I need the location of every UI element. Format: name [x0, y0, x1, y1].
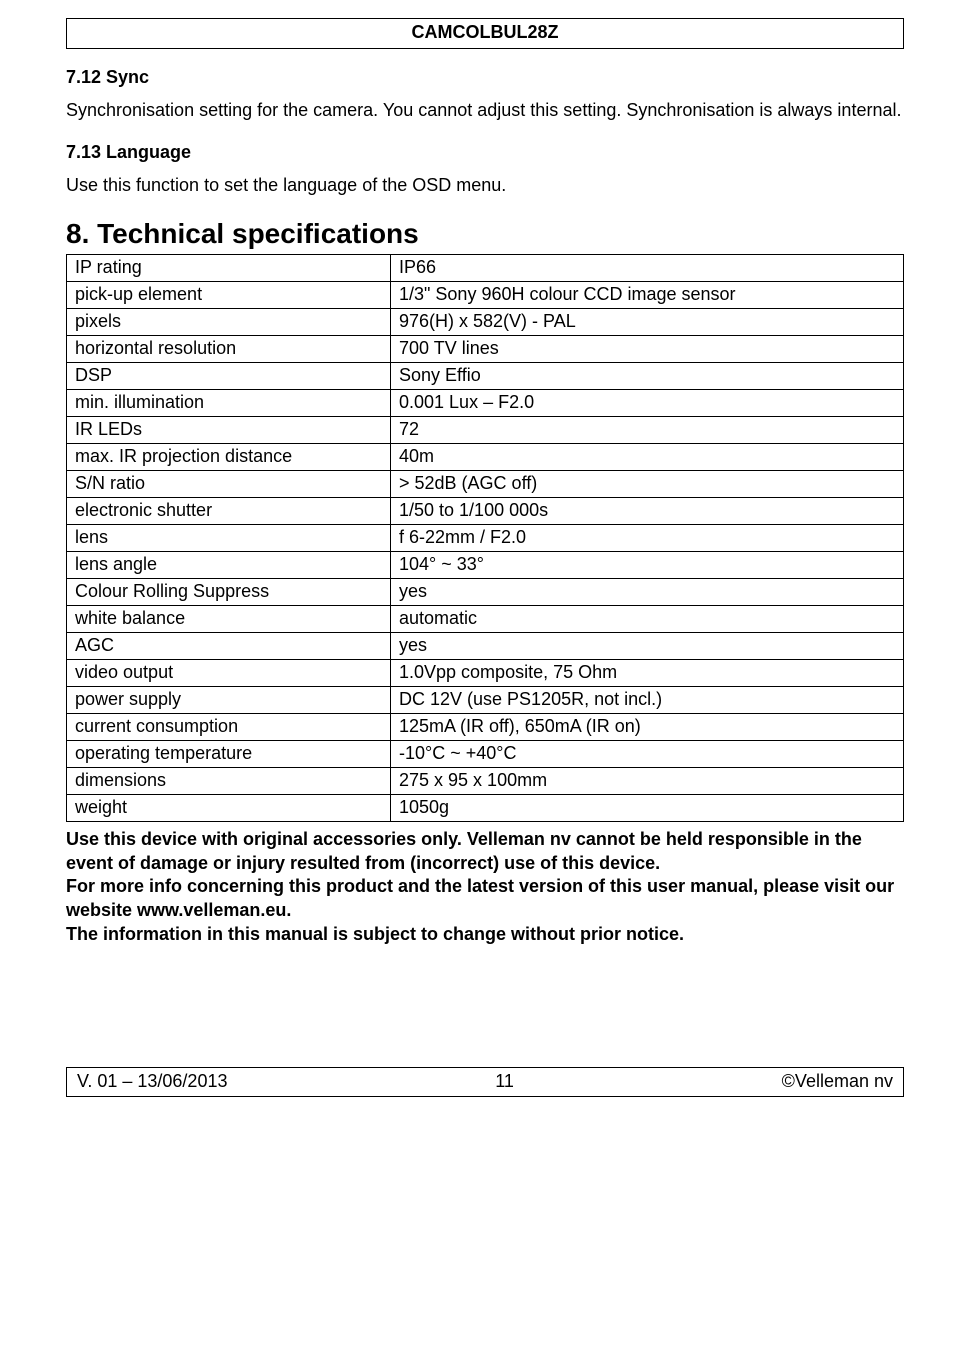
spec-value: 1050g [391, 794, 904, 821]
spec-key: pixels [67, 308, 391, 335]
spec-key: dimensions [67, 767, 391, 794]
spec-key: Colour Rolling Suppress [67, 578, 391, 605]
spec-key: min. illumination [67, 389, 391, 416]
spec-value: 275 x 95 x 100mm [391, 767, 904, 794]
spec-key: pick-up element [67, 281, 391, 308]
table-row: S/N ratio> 52dB (AGC off) [67, 470, 904, 497]
spec-value: automatic [391, 605, 904, 632]
header-title: CAMCOLBUL28Z [77, 22, 893, 43]
spec-value: yes [391, 578, 904, 605]
spec-key: weight [67, 794, 391, 821]
spec-key: IP rating [67, 254, 391, 281]
table-row: weight1050g [67, 794, 904, 821]
spec-value: 72 [391, 416, 904, 443]
spec-key: power supply [67, 686, 391, 713]
spec-key: video output [67, 659, 391, 686]
table-row: IR LEDs72 [67, 416, 904, 443]
table-row: max. IR projection distance40m [67, 443, 904, 470]
spec-key: DSP [67, 362, 391, 389]
spec-value: 1/3" Sony 960H colour CCD image sensor [391, 281, 904, 308]
spec-value: 40m [391, 443, 904, 470]
table-row: horizontal resolution700 TV lines [67, 335, 904, 362]
table-row: DSPSony Effio [67, 362, 904, 389]
spec-value: 104° ~ 33° [391, 551, 904, 578]
spec-value: yes [391, 632, 904, 659]
table-row: dimensions275 x 95 x 100mm [67, 767, 904, 794]
spec-key: horizontal resolution [67, 335, 391, 362]
table-row: white balanceautomatic [67, 605, 904, 632]
spec-value: 125mA (IR off), 650mA (IR on) [391, 713, 904, 740]
spec-key: max. IR projection distance [67, 443, 391, 470]
spec-value: 1.0Vpp composite, 75 Ohm [391, 659, 904, 686]
spec-key: IR LEDs [67, 416, 391, 443]
specs-table: IP ratingIP66pick-up element1/3" Sony 96… [66, 254, 904, 822]
spec-key: electronic shutter [67, 497, 391, 524]
note-line: Use this device with original accessorie… [66, 829, 862, 873]
spec-key: current consumption [67, 713, 391, 740]
spec-value: > 52dB (AGC off) [391, 470, 904, 497]
note-line: For more info concerning this product an… [66, 876, 894, 920]
spec-value: Sony Effio [391, 362, 904, 389]
note-line: The information in this manual is subjec… [66, 924, 684, 944]
spec-key: lens [67, 524, 391, 551]
table-row: electronic shutter1/50 to 1/100 000s [67, 497, 904, 524]
table-row: pick-up element1/3" Sony 960H colour CCD… [67, 281, 904, 308]
spec-value: f 6-22mm / F2.0 [391, 524, 904, 551]
spec-key: white balance [67, 605, 391, 632]
spec-value: IP66 [391, 254, 904, 281]
spec-value: 976(H) x 582(V) - PAL [391, 308, 904, 335]
table-row: video output1.0Vpp composite, 75 Ohm [67, 659, 904, 686]
spec-value: 1/50 to 1/100 000s [391, 497, 904, 524]
spec-value: 700 TV lines [391, 335, 904, 362]
spec-value: DC 12V (use PS1205R, not incl.) [391, 686, 904, 713]
page-content: CAMCOLBUL28Z 7.12 Sync Synchronisation s… [0, 0, 954, 967]
specs-table-body: IP ratingIP66pick-up element1/3" Sony 96… [67, 254, 904, 821]
spec-key: AGC [67, 632, 391, 659]
spec-value: 0.001 Lux – F2.0 [391, 389, 904, 416]
footer-center: 11 [495, 1071, 514, 1092]
spec-key: operating temperature [67, 740, 391, 767]
table-row: IP ratingIP66 [67, 254, 904, 281]
table-row: min. illumination0.001 Lux – F2.0 [67, 389, 904, 416]
table-row: Colour Rolling Suppressyes [67, 578, 904, 605]
header-title-box: CAMCOLBUL28Z [66, 18, 904, 49]
section-sync-heading: 7.12 Sync [66, 67, 904, 88]
table-row: lensf 6-22mm / F2.0 [67, 524, 904, 551]
page-footer: V. 01 – 13/06/2013 11 ©Velleman nv [66, 1067, 904, 1097]
table-row: current consumption125mA (IR off), 650mA… [67, 713, 904, 740]
table-row: operating temperature-10°C ~ +40°C [67, 740, 904, 767]
spec-key: S/N ratio [67, 470, 391, 497]
table-row: lens angle104° ~ 33° [67, 551, 904, 578]
spec-value: -10°C ~ +40°C [391, 740, 904, 767]
spec-key: lens angle [67, 551, 391, 578]
section-sync-body: Synchronisation setting for the camera. … [66, 98, 904, 122]
section-language-body: Use this function to set the language of… [66, 173, 904, 197]
footer-left: V. 01 – 13/06/2013 [77, 1071, 227, 1092]
section-language-heading: 7.13 Language [66, 142, 904, 163]
footer-right: ©Velleman nv [782, 1071, 893, 1092]
table-row: power supplyDC 12V (use PS1205R, not inc… [67, 686, 904, 713]
table-row: pixels976(H) x 582(V) - PAL [67, 308, 904, 335]
section-tech-heading: 8. Technical specifications [66, 218, 904, 250]
post-table-note: Use this device with original accessorie… [66, 828, 904, 948]
table-row: AGCyes [67, 632, 904, 659]
